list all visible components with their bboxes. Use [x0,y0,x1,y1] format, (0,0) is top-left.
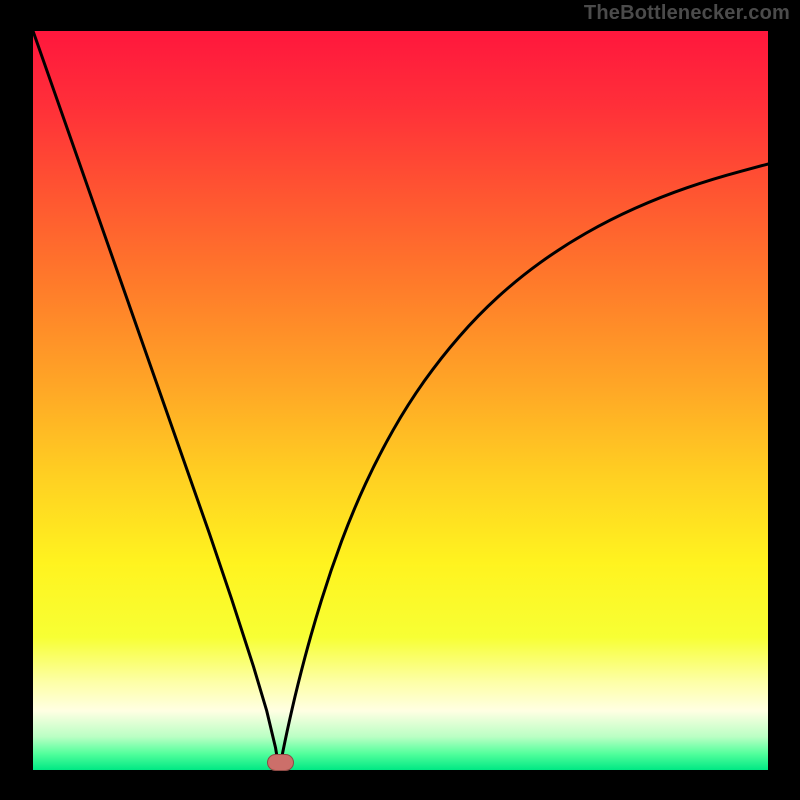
chart-stage: TheBottlenecker.com [0,0,800,800]
plot-area [33,31,768,770]
source-watermark: TheBottlenecker.com [584,2,790,25]
gradient-background [33,31,768,770]
optimum-marker [267,754,294,771]
